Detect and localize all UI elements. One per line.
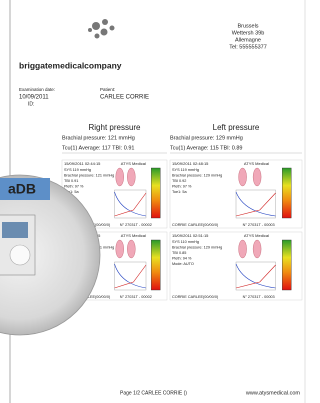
- column-title: Left pressure: [213, 123, 260, 132]
- foot-image: [116, 240, 124, 258]
- timestamp: 15/09/2011 02:44:15: [64, 161, 101, 166]
- panel-line: Brachial pressure: 121 mmHg: [64, 174, 114, 178]
- timestamp: 15/09/2011 02:48:15: [172, 161, 209, 166]
- footer-page: Page 1/2 CARLEE CORRIE (): [120, 390, 187, 396]
- foot-image: [239, 168, 247, 186]
- panel-patient: CORRIE CARLEE(00/00/0): [172, 223, 219, 227]
- panel-line: TBI 0.91: [64, 179, 78, 183]
- panel-id: N° 27031T - 00002: [120, 223, 152, 227]
- footer-url: www.atysmedical.com: [245, 390, 301, 396]
- foot-image: [239, 240, 247, 258]
- foot-image: [127, 240, 135, 258]
- vendor: ATYS Medical: [121, 233, 146, 238]
- brachial-pressure: Brachial pressure: 121 mmHg: [62, 135, 135, 141]
- exam-date: 10/09/2011: [19, 95, 49, 101]
- gauge: [282, 240, 291, 290]
- patient-label: Patient:: [100, 87, 115, 92]
- panel-line: TBI 0.92: [172, 179, 186, 183]
- gauge: [151, 240, 160, 290]
- foot-image: [127, 168, 135, 186]
- page: briggatemedicalcompany Brussels Wettersh…: [0, 0, 315, 403]
- average: Tcu(1) Average: 117 TBI: 0.91: [62, 145, 134, 151]
- gauge: [282, 168, 291, 218]
- panel-id: N° 27031T - 00003: [243, 295, 275, 299]
- panel-line: Pleth: 94 %: [172, 257, 192, 261]
- column-title: Right pressure: [88, 123, 141, 132]
- foot-image: [253, 168, 261, 186]
- panel-line: Brachial pressure: 129 mmHg: [172, 174, 222, 178]
- curve-frame: [115, 262, 147, 290]
- vendor: ATYS Medical: [244, 161, 269, 166]
- panel-line: Mode: AUTO: [172, 262, 194, 266]
- id-label: ID:: [28, 101, 34, 107]
- panel-line: SYS 119 mmHg: [64, 168, 91, 172]
- address: Allemagne: [235, 37, 261, 43]
- device-screen: [2, 222, 28, 238]
- curve-frame: [236, 262, 276, 290]
- company-name: briggatemedicalcompany: [19, 60, 122, 70]
- panel-id: N° 27031T - 00003: [243, 223, 275, 227]
- curve-frame: [236, 190, 276, 218]
- panel-line: Brachial pressure: 129 mmHg: [172, 246, 222, 250]
- vendor: ATYS Medical: [121, 161, 146, 166]
- gauge: [151, 168, 160, 218]
- address: Wettersh 39b: [232, 30, 265, 36]
- patient-name: CARLEE CORRIE: [100, 95, 149, 101]
- curve-frame: [115, 190, 147, 218]
- brachial-pressure: Brachial pressure: 129 mmHg: [170, 135, 243, 141]
- panel-line: TBI 0.85: [172, 251, 186, 255]
- panel-line: SYS 110 mmHg: [172, 240, 199, 244]
- panel-patient: CORRIE CARLEE(00/00/0): [172, 295, 219, 299]
- foot-image: [116, 168, 124, 186]
- disc-hole: [10, 245, 30, 265]
- address: Tel: 555555377: [229, 44, 267, 50]
- panel-line: Pleth: 97 %: [64, 185, 84, 189]
- panel-line: Toe1: 5a: [172, 190, 187, 194]
- disc-label: aDB: [8, 181, 36, 197]
- panel-line: SYS 119 mmHg: [172, 168, 199, 172]
- average: Tcu(1) Average: 115 TBI: 0.89: [170, 145, 242, 151]
- panel-line: Pleth: 97 %: [172, 185, 192, 189]
- foot-image: [253, 240, 261, 258]
- exam-date-label: Examination date:: [19, 87, 55, 92]
- address: Brussels: [237, 23, 258, 29]
- vendor: ATYS Medical: [244, 233, 269, 238]
- panel-id: N° 27031T - 00002: [120, 295, 152, 299]
- timestamp: 15/09/2011 02:51:15: [172, 233, 209, 238]
